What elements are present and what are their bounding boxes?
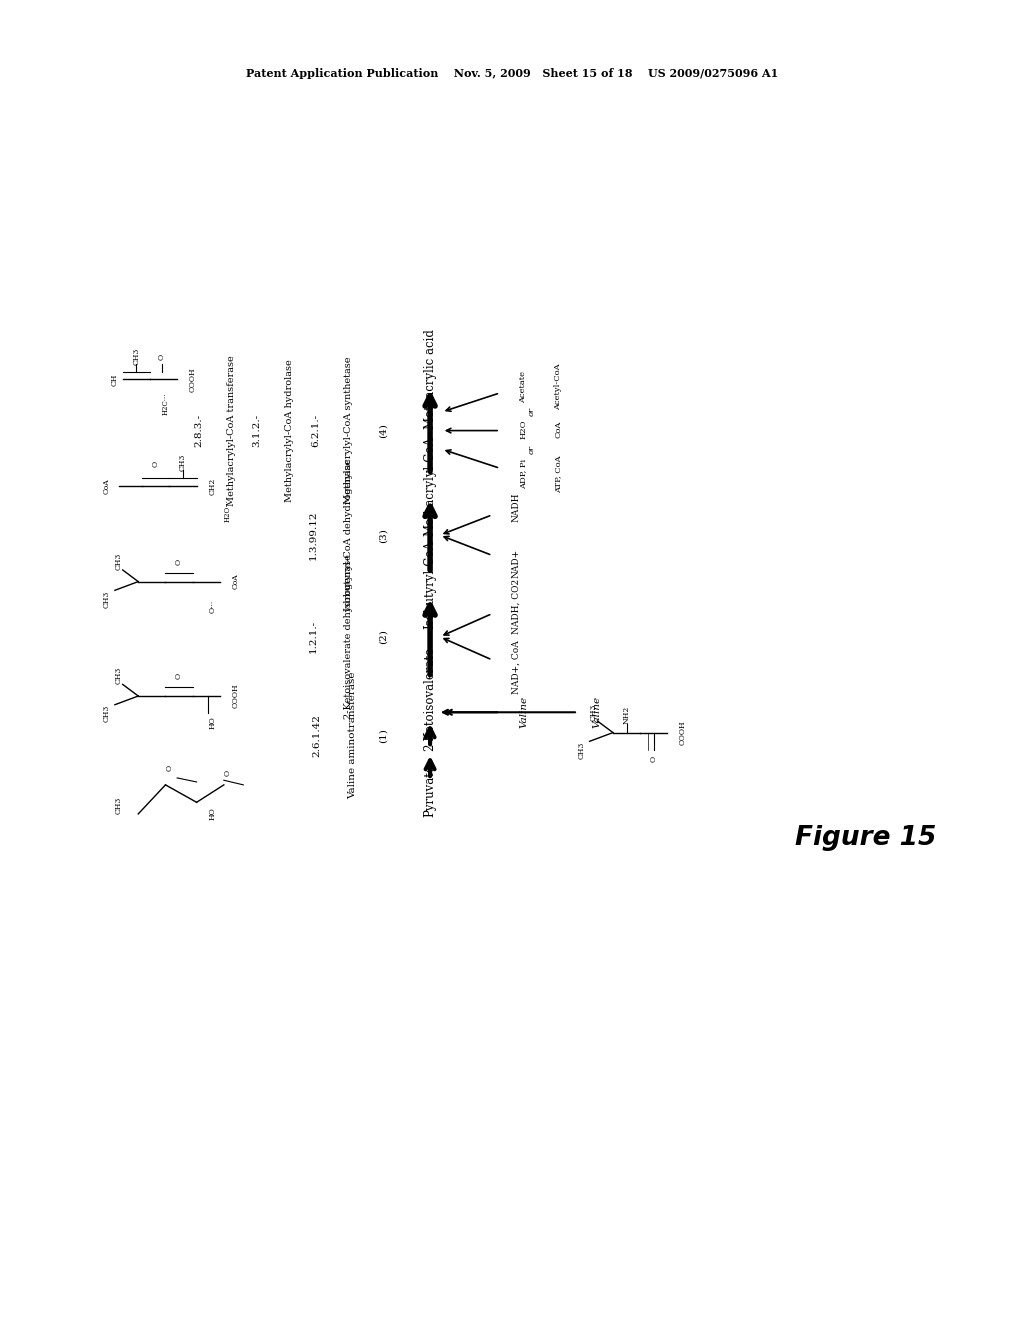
Text: O: O xyxy=(650,755,657,762)
Text: Methacrylyl-CoA: Methacrylyl-CoA xyxy=(424,437,436,536)
Text: Acetate: Acetate xyxy=(519,371,527,403)
Text: 2.6.1.42: 2.6.1.42 xyxy=(312,714,322,756)
Text: O···: O··· xyxy=(208,601,216,614)
Text: H2O: H2O xyxy=(519,420,527,440)
Text: Valine aminotransferase: Valine aminotransferase xyxy=(348,672,356,799)
Text: HO: HO xyxy=(208,808,216,820)
Text: CH3: CH3 xyxy=(115,667,123,684)
Text: Methylacrylyl-CoA synthetase: Methylacrylyl-CoA synthetase xyxy=(344,356,353,504)
Text: H2O···: H2O··· xyxy=(223,499,231,523)
Text: Isobutyryl-CoA dehydrogenase: Isobutyryl-CoA dehydrogenase xyxy=(344,459,353,611)
Text: Valine: Valine xyxy=(593,696,602,729)
Text: Figure 15: Figure 15 xyxy=(795,825,936,851)
Text: CoA: CoA xyxy=(231,574,240,590)
Text: O: O xyxy=(158,354,166,360)
Text: NAD+: NAD+ xyxy=(511,548,520,578)
Text: HO: HO xyxy=(208,715,216,729)
Text: COOH: COOH xyxy=(679,721,687,744)
Text: Patent Application Publication    Nov. 5, 2009   Sheet 15 of 18    US 2009/02750: Patent Application Publication Nov. 5, 2… xyxy=(246,69,778,79)
Text: CH3: CH3 xyxy=(590,704,598,721)
Text: O: O xyxy=(223,770,231,776)
Text: or: or xyxy=(527,445,536,454)
Text: O: O xyxy=(165,764,173,771)
Text: ADP, Pi: ADP, Pi xyxy=(519,459,527,490)
Text: CH3: CH3 xyxy=(179,453,187,471)
Text: NH2: NH2 xyxy=(623,706,631,725)
Text: CH2: CH2 xyxy=(208,478,216,495)
Text: 2-Ketoisovalerate: 2-Ketoisovalerate xyxy=(424,647,436,751)
Text: O: O xyxy=(175,560,183,565)
Text: 1.3.99.12: 1.3.99.12 xyxy=(309,511,317,560)
Text: Methylacrylyl-CoA transferase: Methylacrylyl-CoA transferase xyxy=(227,355,237,506)
Text: 6.2.1.-: 6.2.1.- xyxy=(311,414,319,447)
Text: CH3: CH3 xyxy=(103,590,112,607)
Text: Methacrylic acid: Methacrylic acid xyxy=(424,330,436,429)
Text: Methylacrylyl-CoA hydrolase: Methylacrylyl-CoA hydrolase xyxy=(286,359,295,502)
Text: H2C···: H2C··· xyxy=(162,392,170,414)
Text: (4): (4) xyxy=(379,424,388,438)
Text: 2.8.3.-: 2.8.3.- xyxy=(195,414,203,447)
Text: CH3: CH3 xyxy=(103,705,112,722)
Text: 2-Ketoisovalerate dehydrogenase: 2-Ketoisovalerate dehydrogenase xyxy=(344,554,353,719)
Text: Isobutyryl-CoA: Isobutyryl-CoA xyxy=(424,540,436,628)
Text: CH3: CH3 xyxy=(115,553,123,570)
Text: CoA: CoA xyxy=(554,421,562,438)
Text: (3): (3) xyxy=(379,528,388,543)
Text: COOH: COOH xyxy=(188,367,197,392)
Text: 3.1.2.-: 3.1.2.- xyxy=(253,414,261,447)
Text: Acetyl-CoA: Acetyl-CoA xyxy=(554,364,562,411)
Text: O: O xyxy=(175,673,183,678)
Text: CH3: CH3 xyxy=(132,347,140,364)
Text: Valine: Valine xyxy=(519,696,528,729)
Text: O: O xyxy=(152,461,160,467)
Text: NAD+, CoA: NAD+, CoA xyxy=(511,640,520,694)
Text: (1): (1) xyxy=(379,729,388,743)
Text: (2): (2) xyxy=(379,630,388,644)
Text: CoA: CoA xyxy=(103,478,112,494)
Text: Pyruvate: Pyruvate xyxy=(424,764,436,817)
Text: CH3: CH3 xyxy=(578,742,586,759)
Text: NADH: NADH xyxy=(511,492,520,521)
Text: or: or xyxy=(527,408,536,417)
Text: ATP, CoA: ATP, CoA xyxy=(554,455,562,492)
Text: COOH: COOH xyxy=(231,684,240,709)
Text: 1.2.1.-: 1.2.1.- xyxy=(309,620,317,653)
Text: CH: CH xyxy=(111,374,119,385)
Text: NADH, CO2: NADH, CO2 xyxy=(511,579,520,634)
Text: CH3: CH3 xyxy=(115,796,123,814)
